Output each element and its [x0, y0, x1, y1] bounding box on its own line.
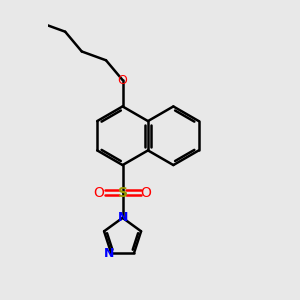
Text: O: O: [94, 186, 104, 200]
Text: O: O: [141, 186, 152, 200]
Text: N: N: [104, 247, 115, 260]
Text: N: N: [117, 211, 128, 224]
Text: O: O: [118, 74, 128, 87]
Text: S: S: [118, 186, 128, 200]
